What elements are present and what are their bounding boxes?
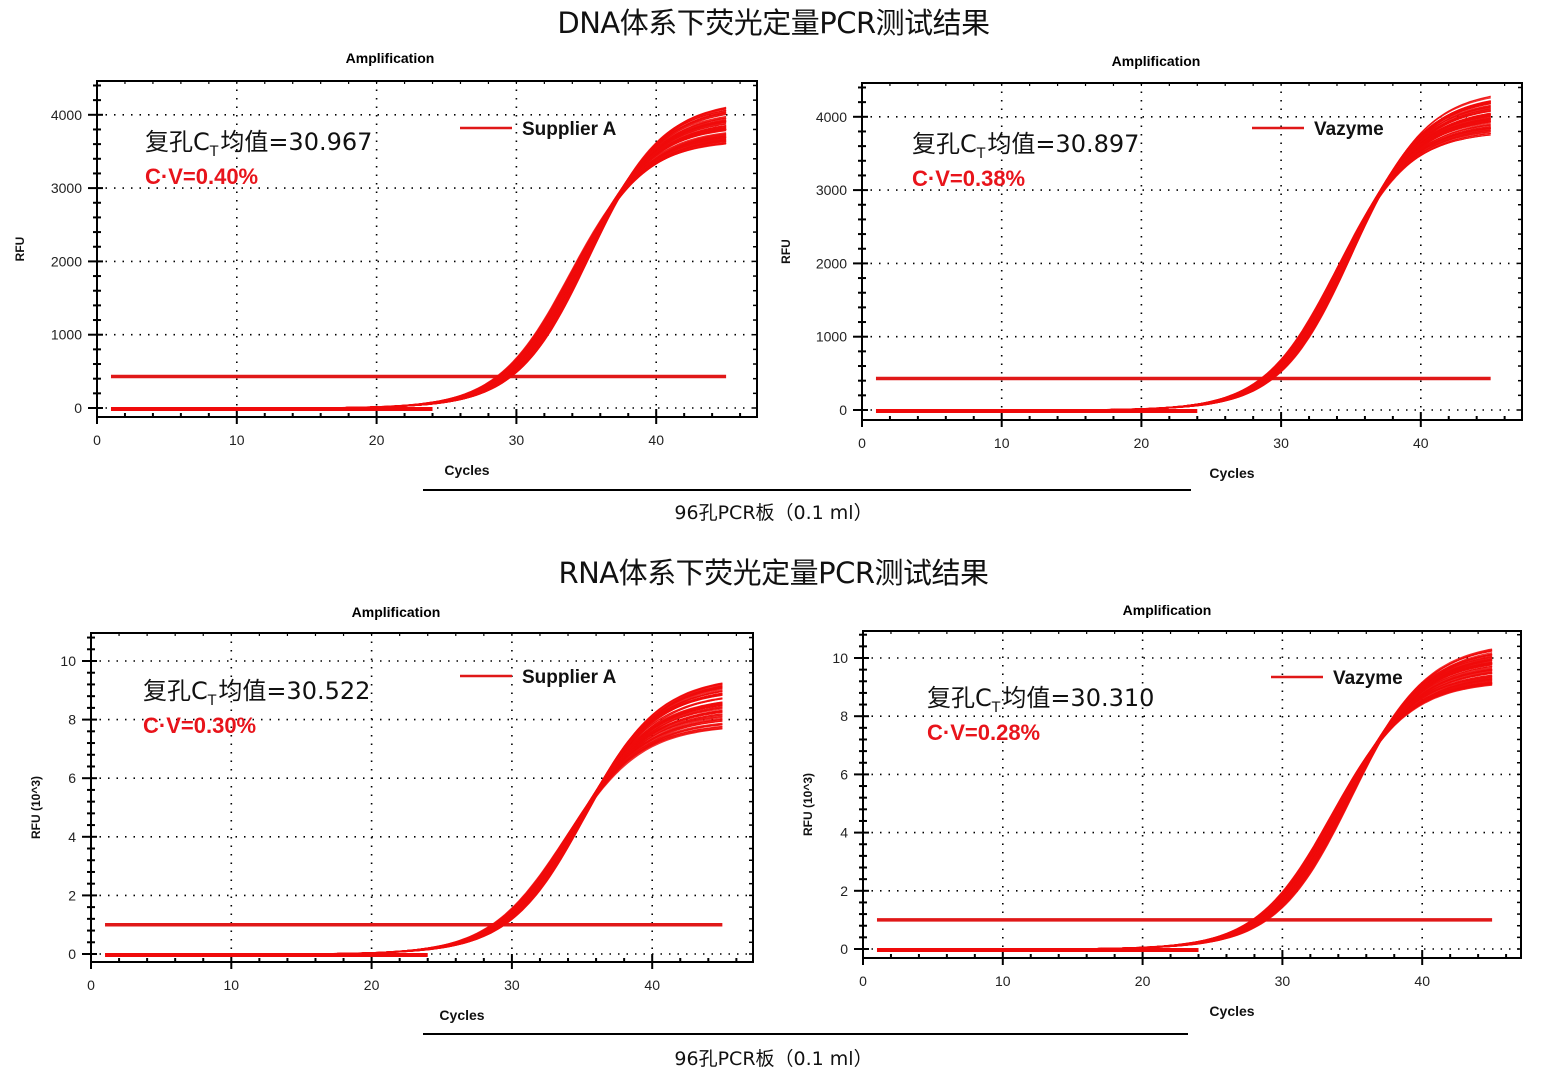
cv-annotation: C·V=0.30% xyxy=(143,713,256,738)
x-tick-label: 20 xyxy=(1135,973,1151,989)
plot-frame xyxy=(861,82,1523,421)
rna-section-title: RNA体系下荧光定量PCR测试结果 xyxy=(558,556,989,590)
x-tick-label: 10 xyxy=(229,432,245,448)
x-tick-label: 20 xyxy=(369,432,385,448)
x-axis-label: Cycles xyxy=(1209,1003,1254,1019)
x-tick-label: 10 xyxy=(224,977,240,993)
y-tick-label: 6 xyxy=(68,770,76,786)
y-tick-label: 6 xyxy=(840,766,848,782)
y-tick-label: 3000 xyxy=(816,182,847,198)
x-tick-label: 10 xyxy=(995,973,1011,989)
x-tick-label: 10 xyxy=(994,435,1010,451)
x-tick-label: 40 xyxy=(1413,435,1429,451)
x-tick-label: 40 xyxy=(644,977,660,993)
rna-divider xyxy=(423,1033,1188,1035)
y-tick-label: 8 xyxy=(68,712,76,728)
x-axis-label: Cycles xyxy=(444,462,489,478)
ct-mean-annotation: 复孔CT均值=30.897 xyxy=(912,130,1139,162)
amplification-plot-1: Amplification 0 1000 2000 3000 4000 0 10 20 30 40 C… xyxy=(13,50,758,478)
x-tick-label: 30 xyxy=(1275,973,1291,989)
legend-label: Supplier A xyxy=(522,667,617,688)
y-tick-label: 4 xyxy=(68,829,76,845)
x-tick-label: 40 xyxy=(1414,973,1430,989)
x-tick-label: 0 xyxy=(858,435,866,451)
plot-title: Amplification xyxy=(1123,602,1212,618)
cv-annotation: C·V=0.40% xyxy=(145,164,258,189)
y-tick-label: 4000 xyxy=(816,109,847,125)
x-tick-label: 40 xyxy=(648,432,664,448)
ct-mean-annotation: 复孔CT均值=30.310 xyxy=(927,684,1154,716)
rna-caption: 96孔PCR板（0.1 ml） xyxy=(674,1048,873,1070)
amplification-plot-2: Amplification 0 1000 2000 3000 4000 0 10 20 30 40 C… xyxy=(779,53,1523,481)
y-axis-label: RFU (10^3) xyxy=(29,776,43,839)
plot-frame xyxy=(862,630,1522,959)
plot-frame xyxy=(90,632,754,963)
y-tick-label: 1000 xyxy=(51,327,82,343)
plot-frame xyxy=(96,80,758,418)
y-tick-label: 4 xyxy=(840,825,848,841)
cv-annotation: C·V=0.38% xyxy=(912,166,1025,191)
y-axis-label: RFU xyxy=(779,239,793,264)
x-tick-label: 0 xyxy=(859,973,867,989)
dna-section-title: DNA体系下荧光定量PCR测试结果 xyxy=(557,6,990,40)
legend-label: Supplier A xyxy=(522,119,617,140)
y-tick-label: 2000 xyxy=(816,255,847,271)
x-tick-label: 0 xyxy=(87,977,95,993)
y-tick-label: 2 xyxy=(840,883,848,899)
y-tick-label: 0 xyxy=(74,400,82,416)
dna-divider xyxy=(423,489,1191,491)
x-tick-label: 30 xyxy=(504,977,520,993)
plot-title: Amplification xyxy=(346,50,435,66)
amplification-plot-3: Amplification 0 2 4 6 8 10 0 10 20 30 40 Cycles RFU (… xyxy=(29,604,754,1023)
y-axis-label: RFU (10^3) xyxy=(801,773,815,836)
y-tick-label: 0 xyxy=(839,402,847,418)
x-axis-label: Cycles xyxy=(1209,465,1254,481)
x-axis-label: Cycles xyxy=(439,1007,484,1023)
x-tick-label: 30 xyxy=(509,432,525,448)
x-tick-label: 0 xyxy=(93,432,101,448)
dna-caption: 96孔PCR板（0.1 ml） xyxy=(674,502,873,524)
y-tick-label: 4000 xyxy=(51,107,82,123)
y-tick-label: 3000 xyxy=(51,180,82,196)
legend-label: Vazyme xyxy=(1314,119,1384,140)
y-tick-label: 10 xyxy=(832,650,848,666)
y-axis-label: RFU xyxy=(13,237,27,262)
x-tick-label: 20 xyxy=(1134,435,1150,451)
y-tick-label: 10 xyxy=(60,653,76,669)
x-tick-label: 20 xyxy=(364,977,380,993)
amplification-plot-4: Amplification 0 2 4 6 8 10 0 10 20 30 40 Cycles RFU (… xyxy=(801,602,1522,1019)
y-tick-label: 8 xyxy=(840,708,848,724)
y-tick-label: 1000 xyxy=(816,329,847,345)
plot-title: Amplification xyxy=(352,604,441,620)
ct-mean-annotation: 复孔CT均值=30.522 xyxy=(143,677,370,709)
cv-annotation: C·V=0.28% xyxy=(927,720,1040,745)
legend-label: Vazyme xyxy=(1333,668,1403,689)
x-tick-label: 30 xyxy=(1273,435,1289,451)
ct-mean-annotation: 复孔CT均值=30.967 xyxy=(145,128,372,160)
y-tick-label: 2000 xyxy=(51,253,82,269)
y-tick-label: 2 xyxy=(68,887,76,903)
y-tick-label: 0 xyxy=(840,941,848,957)
y-tick-label: 0 xyxy=(68,946,76,962)
plot-title: Amplification xyxy=(1112,53,1201,69)
